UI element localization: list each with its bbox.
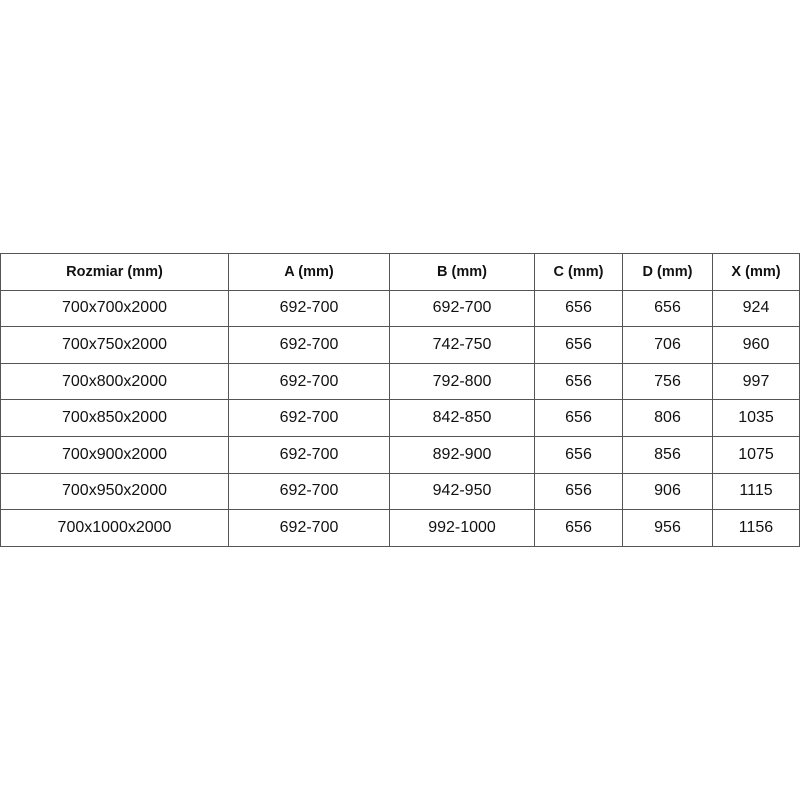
table-row: 700x950x2000 692-700 942-950 656 906 1115 — [0, 472, 800, 511]
table-cell: 700x1000x2000 — [0, 509, 229, 547]
table-cell: 656 — [622, 289, 713, 328]
table-cell: 756 — [622, 362, 713, 401]
table-row: 700x1000x2000 692-700 992-1000 656 956 1156 — [0, 509, 800, 547]
table-cell: 992-1000 — [389, 509, 535, 547]
header-cell: Rozmiar (mm) — [0, 253, 229, 291]
table-cell: 706 — [622, 326, 713, 364]
table-cell: 656 — [534, 472, 623, 511]
table-cell: 700x750x2000 — [0, 326, 229, 364]
table-row: 700x800x2000 692-700 792-800 656 756 997 — [0, 362, 800, 401]
header-cell: X (mm) — [712, 253, 800, 291]
table-cell: 742-750 — [389, 326, 535, 364]
table-row: 700x850x2000 692-700 842-850 656 806 1035 — [0, 399, 800, 437]
table-cell: 656 — [534, 289, 623, 328]
table-cell: 906 — [622, 472, 713, 511]
table-cell: 892-900 — [389, 435, 535, 474]
table-cell: 842-850 — [389, 399, 535, 437]
table-cell: 806 — [622, 399, 713, 437]
table-cell: 692-700 — [228, 326, 390, 364]
header-cell: A (mm) — [228, 253, 390, 291]
table-row: 700x700x2000 692-700 692-700 656 656 924 — [0, 289, 800, 328]
header-cell: B (mm) — [389, 253, 535, 291]
table-cell: 942-950 — [389, 472, 535, 511]
table-cell: 700x800x2000 — [0, 362, 229, 401]
table-cell: 656 — [534, 399, 623, 437]
table-cell: 1035 — [712, 399, 800, 437]
table-cell: 1156 — [712, 509, 800, 547]
table-row: 700x750x2000 692-700 742-750 656 706 960 — [0, 326, 800, 364]
table-row: 700x900x2000 692-700 892-900 656 856 1075 — [0, 435, 800, 474]
table-cell: 656 — [534, 509, 623, 547]
table-cell: 656 — [534, 362, 623, 401]
table-cell: 692-700 — [228, 509, 390, 547]
table-cell: 700x700x2000 — [0, 289, 229, 328]
table-cell: 692-700 — [228, 289, 390, 328]
header-row: Rozmiar (mm) A (mm) B (mm) C (mm) D (mm)… — [0, 253, 800, 291]
table-cell: 692-700 — [228, 472, 390, 511]
table-cell: 656 — [534, 326, 623, 364]
table-cell: 1115 — [712, 472, 800, 511]
table-cell: 792-800 — [389, 362, 535, 401]
table-cell: 656 — [534, 435, 623, 474]
table-cell: 692-700 — [228, 399, 390, 437]
header-cell: C (mm) — [534, 253, 623, 291]
header-cell: D (mm) — [622, 253, 713, 291]
table-cell: 960 — [712, 326, 800, 364]
dimensions-table: Rozmiar (mm) A (mm) B (mm) C (mm) D (mm)… — [0, 253, 800, 547]
table-cell: 700x950x2000 — [0, 472, 229, 511]
table-cell: 700x900x2000 — [0, 435, 229, 474]
table-cell: 956 — [622, 509, 713, 547]
table-cell: 692-700 — [228, 362, 390, 401]
table-cell: 997 — [712, 362, 800, 401]
table-cell: 700x850x2000 — [0, 399, 229, 437]
table-cell: 924 — [712, 289, 800, 328]
table-cell: 692-700 — [228, 435, 390, 474]
table-cell: 1075 — [712, 435, 800, 474]
table-cell: 856 — [622, 435, 713, 474]
table-cell: 692-700 — [389, 289, 535, 328]
